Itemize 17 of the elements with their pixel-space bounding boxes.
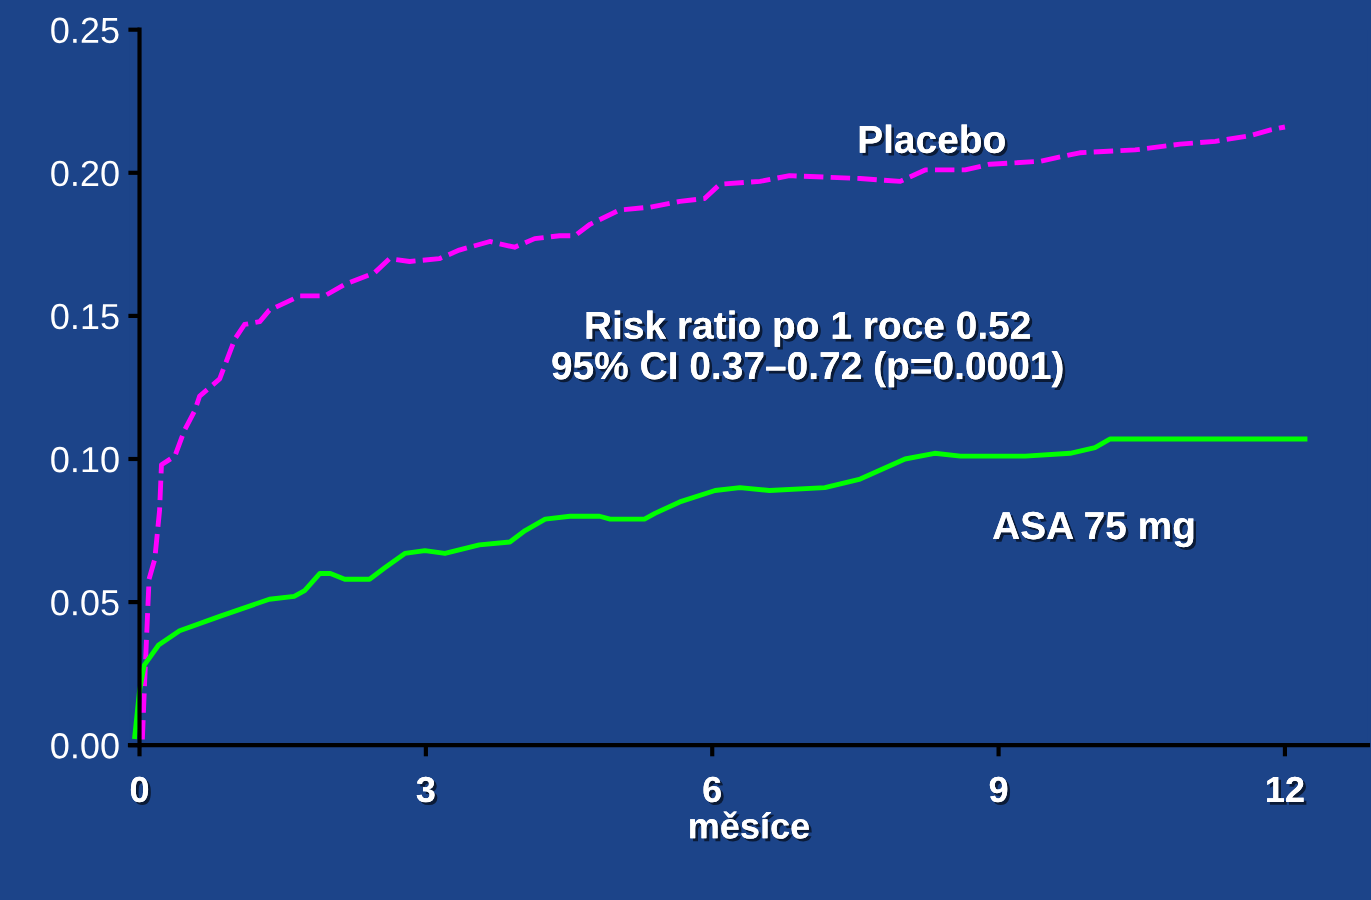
x-tick-label: 3	[416, 776, 438, 806]
x-tick-label: 6	[703, 776, 724, 806]
y-tick-label: 0.20	[51, 160, 119, 187]
x-tick-label: 12	[1267, 776, 1307, 805]
annotation: Risk ratio po 1 roce 0.52 95% CI 0.37–0.72 (p=0.0001)	[552, 310, 1066, 390]
line-series	[132, 436, 1308, 740]
line-series	[139, 124, 1288, 742]
y-tick-label: 0.00	[51, 733, 119, 759]
y-tick-label: 0.10	[51, 446, 119, 473]
series-label: Placebo	[859, 124, 1008, 156]
y-tick-label: 0.05	[51, 589, 119, 616]
x-tick-label: 0	[130, 776, 151, 806]
series-label: ASA 75 mg	[993, 511, 1197, 551]
y-tick-label: 0.15	[51, 303, 119, 330]
x-axis-title: měsíce	[690, 811, 812, 842]
x-tick-label: 9	[989, 776, 1011, 806]
y-tick-label: 0.25	[51, 17, 119, 44]
